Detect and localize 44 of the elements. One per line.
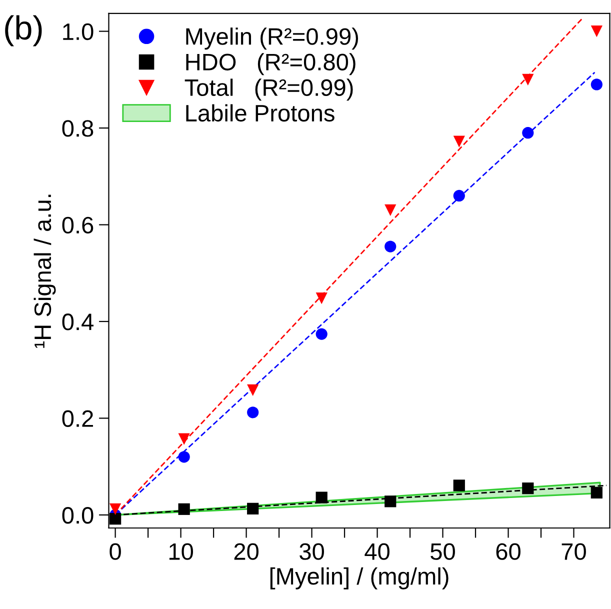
point: [590, 486, 602, 499]
x-tick-label: 70: [562, 543, 586, 560]
legend-label: Labile Protons: [186, 104, 334, 122]
point: [178, 503, 190, 515]
point: [316, 292, 328, 304]
point: [384, 496, 396, 508]
x-tick-label: 20: [234, 543, 258, 560]
legend-label: HDO (R²=0.80): [186, 53, 356, 76]
point: [316, 328, 328, 340]
y-tick-label: 0.8: [62, 120, 94, 137]
y-tick-label: 0.4: [62, 314, 94, 330]
point: [178, 433, 190, 445]
point: [384, 204, 396, 216]
chart-title: (b): [5, 15, 42, 46]
y-tick-label: 0.2: [62, 410, 93, 427]
legend-label: Total (R²=0.99): [184, 78, 353, 101]
point: [590, 25, 602, 38]
x-tick-label: 30: [300, 543, 324, 560]
y-tick-label: 0.0: [62, 507, 94, 524]
x-tick-label: 10: [169, 543, 194, 560]
x-tick-label: 50: [430, 543, 455, 560]
point: [247, 406, 259, 418]
legend-label: Myelin (R²=0.99): [186, 28, 358, 50]
point: [522, 482, 534, 494]
point: [247, 384, 259, 396]
point: [453, 190, 465, 202]
point: [178, 451, 190, 463]
point: [316, 492, 328, 504]
y-tick-label: 0.6: [62, 216, 94, 234]
point: [590, 78, 602, 90]
point: [453, 136, 465, 148]
x-tick-label: 0: [110, 543, 121, 560]
x-tick-label: 60: [496, 543, 520, 560]
point: [453, 480, 465, 492]
point: [522, 74, 534, 86]
point: [109, 513, 122, 525]
point: [522, 127, 534, 139]
x-tick-label: 40: [364, 543, 390, 560]
point: [247, 502, 259, 514]
y-tick-label: 1.0: [63, 23, 94, 40]
y-axis-title: ¹H Signal / a.u.: [34, 194, 56, 348]
x-axis-title: [Myelin] / (mg/ml): [270, 567, 448, 590]
point: [109, 503, 122, 515]
point: [384, 240, 396, 252]
